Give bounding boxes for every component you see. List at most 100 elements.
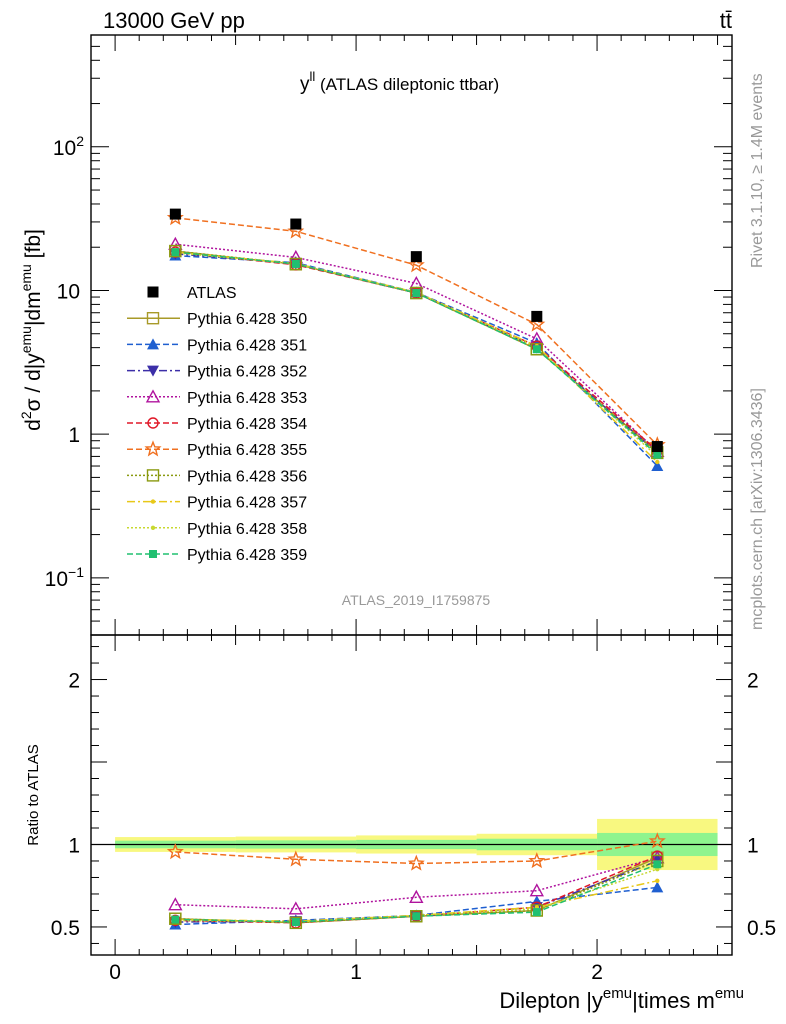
legend-marker-p351 bbox=[147, 338, 159, 350]
legend-label-p359: Pythia 6.428 359 bbox=[187, 547, 307, 564]
legend-item-p350: Pythia 6.428 350 bbox=[127, 311, 307, 328]
ratio-point-p356-1 bbox=[289, 916, 303, 930]
x-axis-label-sup1: emu bbox=[603, 985, 632, 1002]
ratio-y-axis-label: Ratio to ATLAS bbox=[25, 744, 42, 845]
main-point-p359-0 bbox=[171, 248, 180, 257]
legend: ATLAS Pythia 6.428 350 Pythia 6.428 351 Pyt… bbox=[127, 285, 307, 564]
ratio-point-p353-2 bbox=[409, 889, 424, 903]
ratio-point-p351-4 bbox=[651, 881, 664, 893]
ratio-ytick-label-right: 1 bbox=[747, 834, 759, 857]
main-point-p357-4 bbox=[655, 459, 660, 465]
ratio-point-p357-4 bbox=[655, 878, 660, 883]
main-ytick-label: 10−1 bbox=[45, 564, 85, 591]
title-sup: ll bbox=[310, 69, 316, 84]
legend-label-p355: Pythia 6.428 355 bbox=[187, 442, 307, 459]
ratio-point-p355-3 bbox=[528, 852, 546, 869]
xtick-label: 0 bbox=[109, 961, 121, 984]
ratio-ytick-label-left: 0.5 bbox=[51, 917, 80, 940]
ratio-ytick-label-left: 2 bbox=[68, 670, 80, 693]
ratio-point-p355-4 bbox=[648, 832, 666, 849]
main-y-axis-label: d2σ / d|yemu|dmemu [fb] bbox=[18, 229, 45, 431]
main-point-p356-1 bbox=[289, 257, 303, 271]
legend-marker-p356 bbox=[146, 469, 160, 482]
legend-marker-p359 bbox=[149, 550, 157, 558]
main-series-line-p353 bbox=[175, 243, 658, 452]
main-point-p356-0 bbox=[169, 244, 182, 258]
ratio-point-p359-4 bbox=[653, 860, 662, 869]
legend-item-p353: Pythia 6.428 353 bbox=[127, 389, 307, 407]
legend-marker-p357 bbox=[150, 499, 156, 504]
legend-marker-atlas bbox=[147, 286, 159, 298]
ratio-point-p353-1 bbox=[288, 901, 304, 915]
main-point-p356-3 bbox=[530, 343, 544, 356]
main-ytick-label: 1 bbox=[68, 424, 80, 447]
main-point-p359-1 bbox=[291, 259, 300, 268]
energy-label: 13000 GeV pp bbox=[103, 8, 245, 33]
legend-marker-p355 bbox=[144, 440, 162, 457]
legend-label-atlas: ATLAS bbox=[187, 285, 237, 302]
legend-label-p358: Pythia 6.428 358 bbox=[187, 521, 307, 538]
legend-marker-p358 bbox=[150, 525, 156, 530]
ratio-point-p359-0 bbox=[171, 915, 180, 924]
ratio-point-p356-0 bbox=[169, 912, 182, 925]
ratio-point-p355-2 bbox=[407, 854, 425, 871]
legend-item-p354: Pythia 6.428 354 bbox=[127, 416, 307, 433]
legend-item-p357: Pythia 6.428 357 bbox=[127, 495, 307, 512]
ratio-ytick-label-right: 2 bbox=[747, 670, 759, 693]
legend-label-p353: Pythia 6.428 353 bbox=[187, 390, 307, 407]
legend-item-p355: Pythia 6.428 355 bbox=[127, 440, 307, 459]
main-series-line-p355 bbox=[175, 217, 658, 446]
main-ytick-label: 10 bbox=[57, 280, 80, 303]
legend-label-p351: Pythia 6.428 351 bbox=[187, 337, 307, 354]
svg-text:d2σ / d|yemu|dmemu [fb]: d2σ / d|yemu|dmemu [fb] bbox=[18, 229, 45, 431]
main-point-atlas-1 bbox=[290, 218, 302, 230]
legend-label-p352: Pythia 6.428 352 bbox=[187, 364, 307, 381]
main-ytick-label: 102 bbox=[53, 133, 84, 160]
main-point-p355-3 bbox=[528, 315, 546, 332]
xtick-label: 2 bbox=[591, 961, 603, 984]
x-axis-label: Dilepton |yemu|times memu bbox=[499, 985, 744, 1013]
main-point-atlas-0 bbox=[169, 208, 181, 220]
main-plot-frame bbox=[90, 34, 733, 636]
title-main: y bbox=[300, 74, 310, 95]
ratio-series-line-p353 bbox=[175, 856, 658, 910]
ratio-point-p359-1 bbox=[291, 918, 300, 927]
legend-label-p354: Pythia 6.428 354 bbox=[187, 416, 307, 433]
main-point-p351-4 bbox=[651, 460, 664, 472]
legend-marker-p350 bbox=[146, 312, 160, 325]
legend-item-p356: Pythia 6.428 356 bbox=[127, 468, 307, 485]
legend-label-p356: Pythia 6.428 356 bbox=[187, 468, 307, 485]
main-point-p355-2 bbox=[407, 256, 425, 273]
main-point-p359-4 bbox=[653, 450, 662, 459]
legend-label-p350: Pythia 6.428 350 bbox=[187, 311, 307, 328]
legend-item-p358: Pythia 6.428 358 bbox=[127, 521, 307, 538]
legend-marker-p352 bbox=[147, 365, 159, 377]
legend-item-p359: Pythia 6.428 359 bbox=[127, 547, 307, 564]
main-point-atlas-3 bbox=[531, 310, 543, 322]
xtick-label: 1 bbox=[350, 961, 362, 984]
ratio-point-p353-0 bbox=[168, 897, 183, 911]
x-axis-label-part1: Dilepton |y bbox=[499, 988, 603, 1013]
ratio-point-p355-1 bbox=[287, 850, 305, 867]
legend-label-p357: Pythia 6.428 357 bbox=[187, 495, 307, 512]
main-point-p356-2 bbox=[410, 286, 423, 300]
rivet-label: Rivet 3.1.10, ≥ 1.4M events bbox=[749, 73, 766, 268]
ratio-point-p355-0 bbox=[166, 842, 184, 860]
ratio-ytick-label-right: 0.5 bbox=[747, 917, 776, 940]
ratio-point-p353-3 bbox=[529, 883, 544, 897]
ratio-plot-frame bbox=[90, 634, 733, 956]
legend-marker-p354 bbox=[147, 417, 159, 429]
x-axis-label-part2: |times m bbox=[632, 988, 715, 1013]
ratio-point-p359-2 bbox=[412, 912, 421, 921]
legend-item-atlas: ATLAS bbox=[147, 285, 237, 302]
legend-item-p352: Pythia 6.428 352 bbox=[127, 364, 307, 381]
title-rest: (ATLAS dileptonic ttbar) bbox=[315, 75, 499, 94]
ratio-panel: 0.5 0.5 1 1 2 2 0 1 2 Ratio to ATLAS Dilepton |… bbox=[25, 634, 776, 1013]
main-plot-title: yll (ATLAS dileptonic ttbar) bbox=[300, 69, 499, 95]
main-point-p359-3 bbox=[532, 345, 541, 354]
ratio-ytick-label-left: 1 bbox=[68, 834, 80, 857]
legend-item-p351: Pythia 6.428 351 bbox=[127, 337, 307, 354]
main-point-atlas-2 bbox=[410, 251, 422, 263]
